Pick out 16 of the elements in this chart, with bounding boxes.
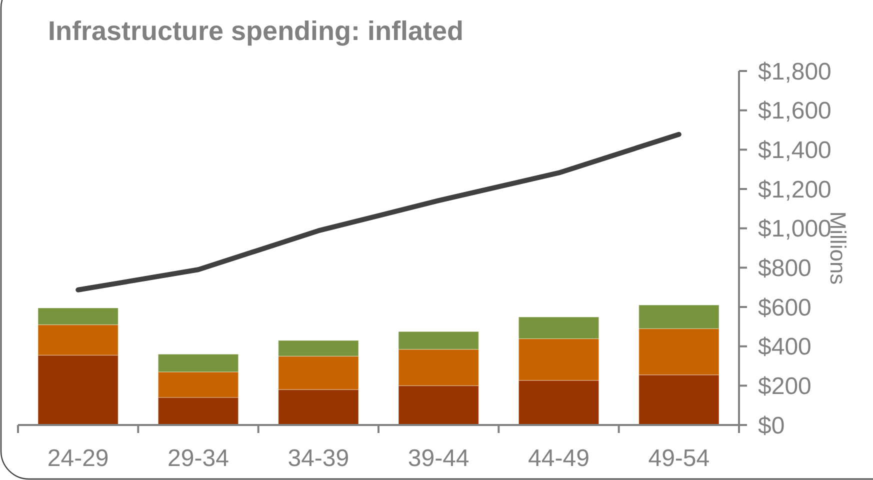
- y-tick-label: $1,400: [758, 137, 832, 164]
- x-tick-label: 24-29: [47, 445, 109, 472]
- x-tick-label: 39-44: [408, 445, 470, 472]
- x-tick-label: 34-39: [288, 445, 350, 472]
- y-tick-label: $1,200: [758, 176, 832, 204]
- y-tick-label: $0: [758, 412, 785, 440]
- chart-title: Infrastructure spending: inflated: [48, 16, 464, 46]
- y-tick-label: $1,800: [758, 58, 832, 86]
- x-tick-label: 29-34: [168, 445, 229, 472]
- x-tick-label: 44-49: [528, 445, 590, 472]
- y-tick-label: $800: [758, 255, 812, 282]
- y-tick-label: $200: [758, 373, 812, 400]
- y-tick-label: $600: [758, 294, 812, 322]
- x-tick-label: 49-54: [648, 445, 710, 472]
- y-tick-label: $400: [758, 334, 812, 361]
- y-tick-label: $1,600: [758, 98, 832, 125]
